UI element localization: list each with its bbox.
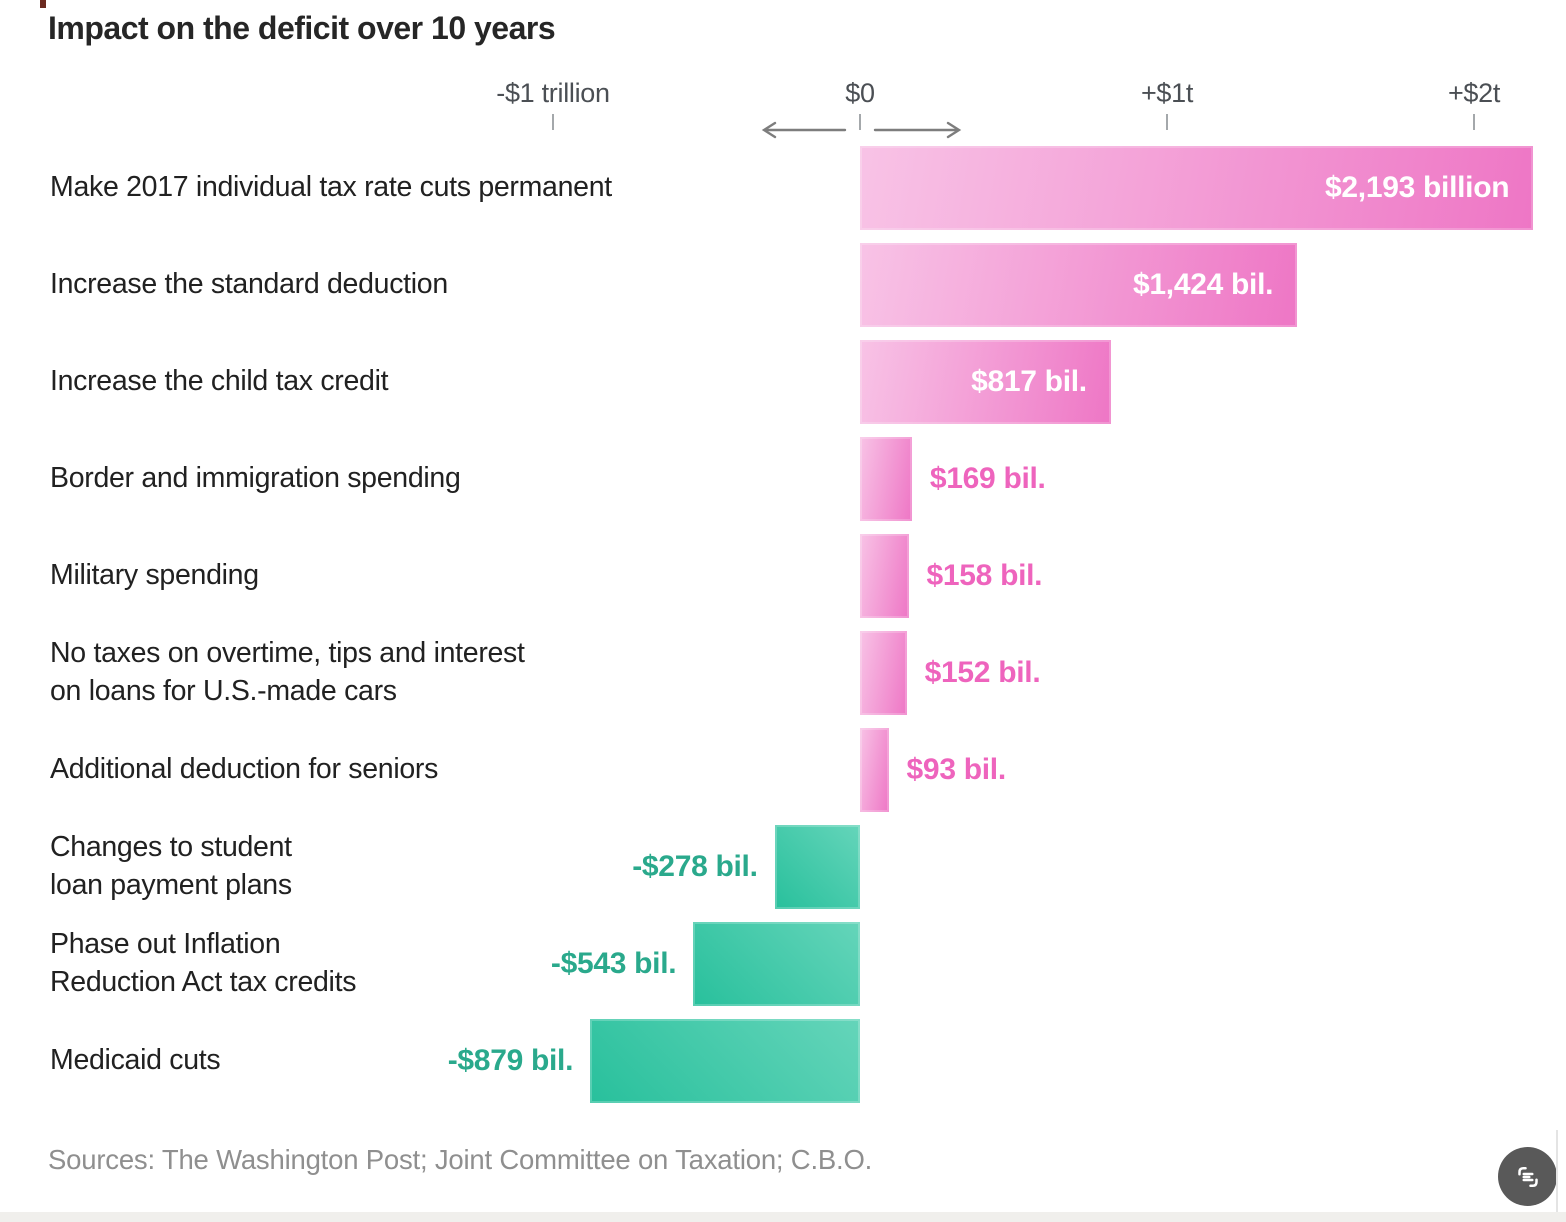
axis-tick-label: +$1t — [1140, 78, 1194, 108]
axis-tick-label: $0 — [845, 78, 875, 108]
zero-axis-arrows-icon — [761, 121, 962, 139]
category-label: Changes to student loan payment plans — [50, 831, 292, 901]
bar-value-label: $2,193 billion — [1325, 171, 1510, 204]
bar-value-label: $169 bil. — [929, 462, 1046, 495]
bar — [860, 146, 1534, 230]
bar — [860, 534, 909, 618]
bar-value-label: $158 bil. — [926, 559, 1043, 592]
source-note: Sources: The Washington Post; Joint Comm… — [48, 1144, 873, 1175]
axis-tick-label: +$2t — [1447, 78, 1501, 108]
category-label: Increase the standard deduction — [50, 268, 448, 301]
bar — [860, 631, 907, 715]
axis-tick-label: -$1 trillion — [496, 78, 610, 108]
bar — [590, 1019, 860, 1103]
bar — [693, 922, 860, 1006]
bar — [860, 728, 889, 812]
category-label: No taxes on overtime, tips and interest … — [50, 637, 525, 707]
container-edge-divider — [1556, 1130, 1558, 1212]
summarize-button[interactable] — [1498, 1147, 1557, 1206]
chart-title: Impact on the deficit over 10 years — [48, 10, 556, 46]
axis-tick-mark — [552, 114, 554, 130]
category-label: Make 2017 individual tax rate cuts perma… — [50, 171, 612, 204]
bar-value-label: -$543 bil. — [550, 947, 677, 980]
category-label: Additional deduction for seniors — [50, 753, 439, 786]
category-label: Border and immigration spending — [50, 462, 461, 495]
cropped-page-artifact — [40, 0, 46, 8]
axis-tick-mark — [1473, 114, 1475, 130]
category-label: Medicaid cuts — [50, 1044, 221, 1077]
axis-tick-mark — [1166, 114, 1168, 130]
category-label: Military spending — [50, 559, 259, 592]
summarize-icon — [1517, 1166, 1538, 1187]
bar — [860, 340, 1111, 424]
bar-value-label: -$278 bil. — [632, 850, 758, 883]
bar — [860, 243, 1298, 327]
bar — [774, 825, 860, 909]
category-label: Increase the child tax credit — [50, 365, 389, 398]
bar-value-label: $152 bil. — [924, 656, 1041, 689]
bar-value-label: $1,424 bil. — [1133, 268, 1274, 301]
category-label: Phase out Inflation Reduction Act tax cr… — [50, 928, 357, 998]
bar-value-label: $817 bil. — [971, 365, 1087, 398]
bar — [860, 437, 912, 521]
bar-value-label: -$879 bil. — [447, 1044, 574, 1077]
horizontal-scrollbar-track[interactable] — [0, 1212, 1566, 1222]
axis-tick-mark — [859, 114, 861, 130]
bar-value-label: $93 bil. — [906, 753, 1007, 786]
